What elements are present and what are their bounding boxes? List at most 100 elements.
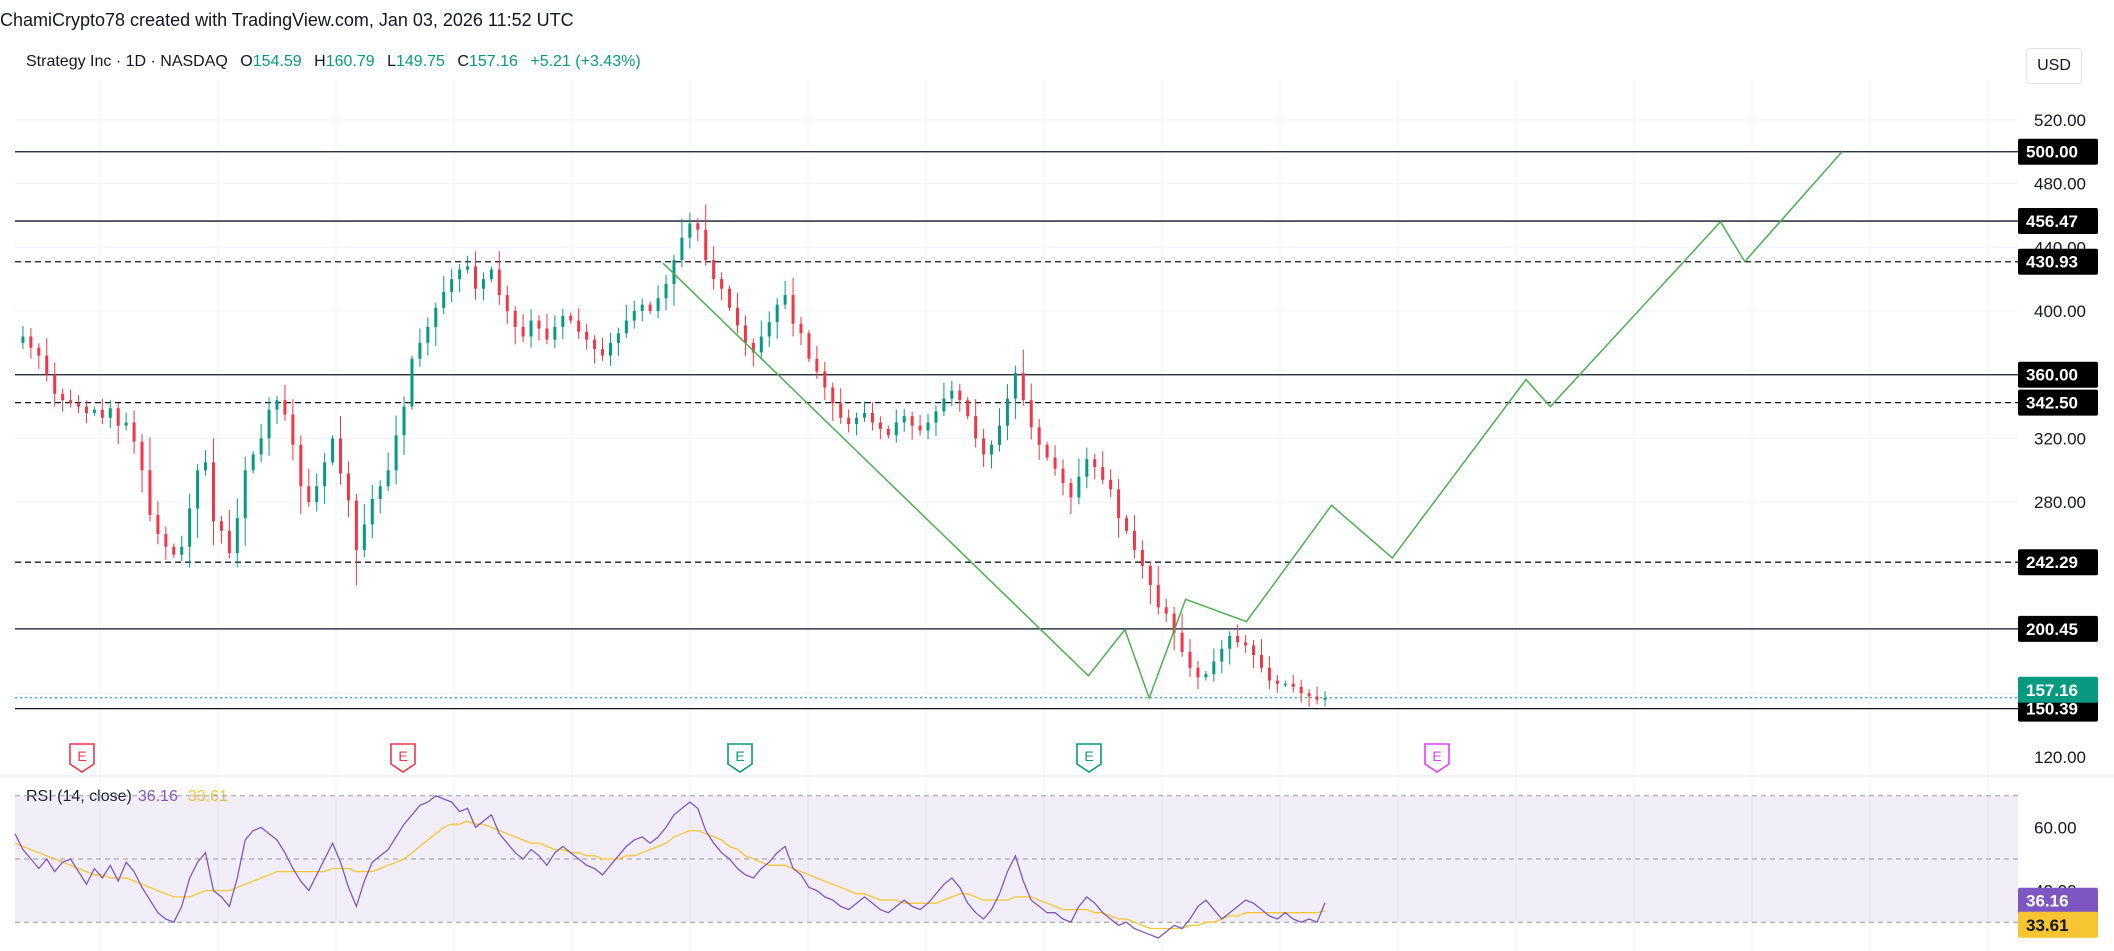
candle-body [593, 339, 597, 350]
level-label: 456.47 [2026, 212, 2078, 231]
candle-body [283, 400, 287, 415]
candle-body [211, 462, 215, 522]
candle-body [1077, 476, 1081, 498]
candle-body [815, 358, 819, 372]
earnings-marker-label: E [398, 748, 407, 764]
candle-body [1307, 693, 1311, 697]
candle-body [1228, 635, 1232, 649]
candle-body [1172, 613, 1176, 633]
candle-body [624, 320, 628, 334]
earnings-marker-icon [69, 743, 95, 773]
candle-body [1244, 642, 1248, 646]
candle-body [783, 295, 787, 305]
price-tick-label: 400.00 [2034, 302, 2086, 321]
candle-body [934, 411, 938, 423]
price-tick-label: 280.00 [2034, 493, 2086, 512]
candle-body [672, 260, 676, 284]
candle-body [251, 454, 255, 471]
price-tick-label: 440.00 [2034, 238, 2086, 257]
rsi-ma-value: 33.61 [187, 788, 228, 805]
candle-body [1101, 467, 1105, 480]
candle-body [442, 291, 446, 308]
candle-body [601, 349, 605, 356]
earnings-marker-label: E [77, 748, 86, 764]
candle-body [1148, 565, 1152, 585]
candle-body [402, 406, 406, 436]
candle-body [1109, 479, 1113, 490]
candle-body [863, 412, 867, 418]
candle-body [323, 462, 327, 487]
candle-body [100, 409, 104, 418]
candle-body [513, 311, 517, 327]
candle-body [608, 342, 612, 356]
candle-body [1299, 686, 1303, 694]
candle-body [331, 438, 335, 463]
close-value: 157.16 [468, 53, 518, 70]
change-value: +5.21 (+3.43%) [530, 53, 641, 70]
candle-body [1275, 680, 1279, 684]
rsi-tick-label: 60.00 [2034, 818, 2077, 837]
candle-body [458, 269, 462, 280]
candle-body [791, 295, 795, 324]
candles [21, 204, 1327, 708]
rsi-ma-last-label: 33.61 [2026, 916, 2069, 935]
candle-body [1323, 698, 1327, 700]
candle-body [108, 408, 112, 418]
candle-body [831, 387, 835, 404]
candle-body [1283, 683, 1287, 686]
candle-body [1029, 400, 1033, 428]
candle-body [728, 288, 732, 308]
grid-lines [0, 80, 2114, 951]
candle-body [704, 229, 708, 261]
projection-line [662, 151, 1843, 701]
earnings-marker-icon [727, 743, 753, 773]
candle-body [521, 326, 525, 337]
candle-body [1053, 457, 1057, 469]
level-label: 200.45 [2026, 620, 2078, 639]
high-label: H [314, 53, 326, 70]
symbol-name[interactable]: Strategy Inc · 1D · NASDAQ [26, 53, 228, 70]
candle-body [37, 347, 41, 356]
candle-body [958, 390, 962, 401]
candle-body [585, 331, 589, 340]
rsi-label[interactable]: RSI (14, close) [26, 788, 132, 805]
candle-body [132, 422, 136, 442]
rsi-lines [14, 795, 1326, 939]
candle-body [466, 266, 470, 270]
level-label-bg [2018, 248, 2098, 275]
price-tick-label: 480.00 [2034, 175, 2086, 194]
candle-body [569, 315, 573, 321]
candle-body [990, 444, 994, 455]
candle-body [656, 298, 660, 311]
candle-body [299, 444, 303, 487]
currency-button[interactable]: USD [2026, 48, 2082, 84]
candle-body [1220, 648, 1224, 662]
candle-body [473, 266, 477, 289]
rsi-legend: RSI (14, close) 36.16 33.61 [26, 788, 228, 806]
candle-body [767, 322, 771, 337]
candle-body [632, 311, 636, 321]
candle-body [902, 416, 906, 423]
candle-body [1180, 632, 1184, 652]
candle-body [156, 514, 160, 534]
candle-body [1005, 398, 1009, 426]
price-axis[interactable]: 520.00 480.00 440.00 400.00 320.00 280.00 120.… [2018, 111, 2098, 938]
candle-body [1188, 651, 1192, 668]
level-label: 430.93 [2026, 253, 2078, 272]
candle-body [1045, 444, 1049, 458]
candle-body [712, 260, 716, 280]
rsi-line [14, 795, 1326, 939]
level-label: 342.50 [2026, 394, 2078, 413]
candle-body [775, 304, 779, 323]
chart-attribution: ChamiCrypto78 created with TradingView.c… [0, 10, 574, 30]
candle-body [1013, 373, 1017, 399]
candle-body [680, 237, 684, 261]
earnings-marker-label: E [1432, 748, 1441, 764]
candle-body [1196, 667, 1200, 678]
candle-body [839, 403, 843, 418]
candle-body [1021, 373, 1025, 401]
candle-body [942, 398, 946, 412]
candle-body [45, 355, 49, 375]
candle-body [204, 462, 208, 471]
